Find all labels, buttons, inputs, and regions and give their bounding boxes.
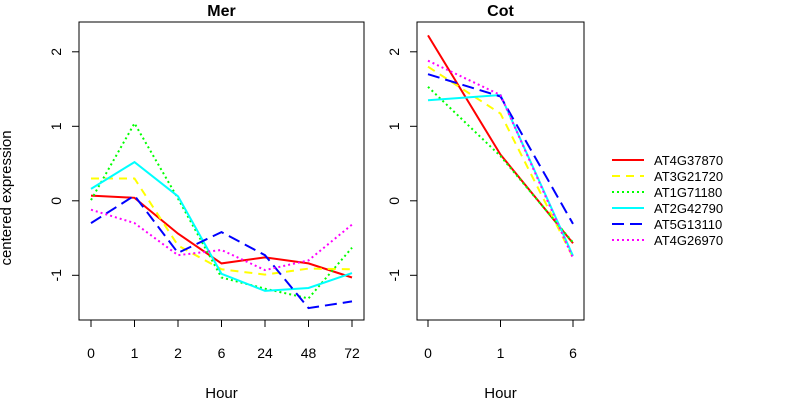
series-line-at5g13110 <box>90 194 353 310</box>
x-axis-title: Hour <box>205 385 238 400</box>
series-line-at3g21720 <box>91 177 353 276</box>
x-tick-label: 1 <box>131 345 139 361</box>
y-tick-label: 0 <box>48 197 64 205</box>
y-tick-label: 2 <box>48 48 64 56</box>
series-line-at2g42790 <box>427 93 574 257</box>
x-tick-label: 0 <box>424 345 432 361</box>
x-tick-label: 6 <box>218 345 226 361</box>
x-tick-label: 0 <box>87 345 95 361</box>
legend-label: AT5G13110 <box>654 217 722 232</box>
panel-cot: Cot 0 1 6 Hour -1 0 1 2 <box>386 3 585 400</box>
y-tick-label: -1 <box>386 269 402 282</box>
series-line-at2g42790 <box>90 160 353 292</box>
y-tick-label: 0 <box>386 197 402 205</box>
series-line-at4g37870 <box>90 194 353 279</box>
x-axis-title: Hour <box>484 385 517 400</box>
x-tick-label: 24 <box>257 345 273 361</box>
legend-label: AT1G71180 <box>654 185 722 200</box>
x-tick-label: 6 <box>569 345 577 361</box>
panel-title: Cot <box>487 3 514 20</box>
series-line-at1g71180 <box>427 86 574 244</box>
series-line-at4g26970 <box>90 208 353 272</box>
panel-mer: Mer 0 1 2 6 24 48 72 Hour -1 0 1 2 <box>48 3 365 400</box>
y-tick-label: -1 <box>48 269 64 282</box>
y-tick-label: 2 <box>386 48 402 56</box>
panel-title: Mer <box>207 3 235 20</box>
legend-label: AT4G37870 <box>654 153 723 168</box>
y-axis-title: centered expression <box>0 130 15 265</box>
legend-label: AT4G26970 <box>654 233 723 248</box>
legend-label: AT2G42790 <box>654 201 723 216</box>
y-tick-label: 1 <box>48 122 64 130</box>
x-tick-label: 48 <box>301 345 317 361</box>
legend-label: AT3G21720 <box>654 169 723 184</box>
x-tick-label: 2 <box>174 345 182 361</box>
series-line-at1g71180 <box>90 121 353 300</box>
x-tick-label: 1 <box>497 345 505 361</box>
series-line-at4g26970 <box>427 59 574 259</box>
x-tick-label: 72 <box>344 345 360 361</box>
y-tick-label: 1 <box>386 122 402 130</box>
legend: AT4G37870AT3G21720AT1G71180AT2G42790AT5G… <box>612 153 723 248</box>
